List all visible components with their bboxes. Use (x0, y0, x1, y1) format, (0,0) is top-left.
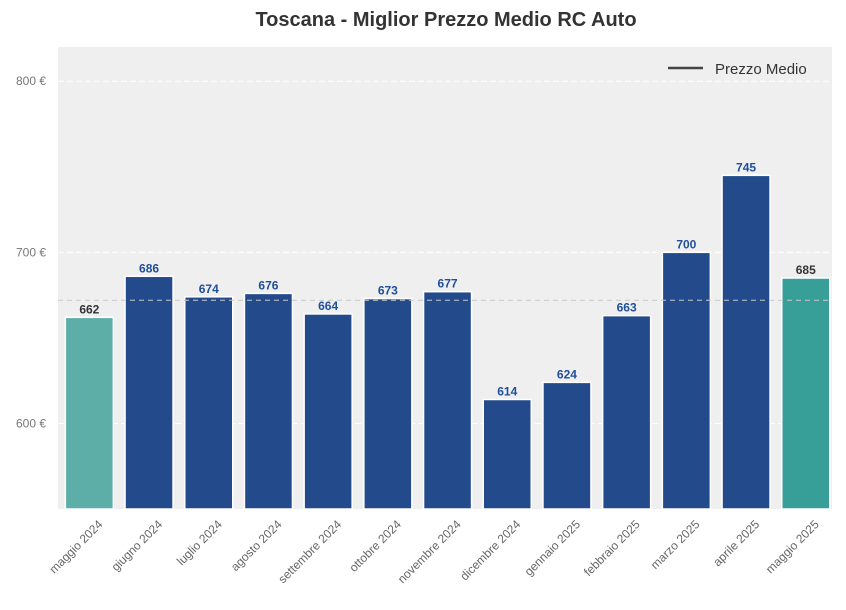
x-tick-label: febbraio 2025 (581, 517, 643, 579)
data-label: 677 (438, 277, 458, 291)
bar (363, 297, 413, 510)
data-label: 662 (79, 302, 99, 316)
bar (661, 251, 712, 510)
x-tick-label: marzo 2025 (648, 517, 703, 572)
x-tick-label: dicembre 2024 (457, 517, 523, 583)
x-tick-label: ottobre 2024 (346, 517, 404, 575)
data-label: 685 (796, 263, 816, 277)
bar (721, 174, 771, 510)
bar (303, 313, 353, 510)
y-tick-label: 600 € (16, 416, 46, 430)
x-tick-label: luglio 2024 (174, 517, 225, 568)
x-tick-label: aprile 2025 (710, 517, 762, 569)
data-labels: 662 686 674 676 664 673 677 614 624 663 700 745 685 (79, 160, 816, 398)
bar (482, 398, 532, 510)
data-label: 676 (258, 278, 278, 292)
x-tick-label: novembre 2024 (395, 517, 464, 586)
x-tick-label: giugno 2024 (109, 517, 166, 574)
x-axis: maggio 2024 giugno 2024 luglio 2024 agosto … (47, 517, 823, 586)
x-tick-label: gennaio 2025 (522, 517, 584, 579)
legend-label: Prezzo Medio (715, 61, 807, 78)
x-tick-label: maggio 2025 (763, 517, 822, 576)
y-axis: 600 € 700 € 800 € (16, 74, 46, 430)
data-label: 686 (139, 261, 159, 275)
x-tick-label: maggio 2024 (47, 517, 106, 576)
bars (64, 174, 831, 510)
data-label: 664 (318, 299, 338, 313)
bar (243, 292, 294, 510)
data-label: 614 (497, 384, 517, 398)
bar (184, 296, 234, 510)
bar (542, 381, 592, 510)
bar (422, 290, 473, 510)
legend: Prezzo Medio (668, 61, 807, 78)
y-tick-label: 700 € (16, 245, 46, 259)
bar (64, 316, 115, 510)
bar (781, 277, 831, 510)
bar (601, 314, 652, 510)
data-label: 700 (676, 237, 696, 251)
data-label: 745 (736, 160, 756, 174)
y-tick-label: 800 € (16, 74, 46, 88)
bar (124, 275, 174, 510)
x-tick-label: settembre 2024 (275, 517, 344, 586)
data-label: 663 (617, 301, 637, 315)
data-label: 624 (557, 367, 577, 381)
x-tick-label: agosto 2024 (228, 517, 285, 574)
chart-title: Toscana - Miglior Prezzo Medio RC Auto (255, 9, 636, 31)
data-label: 673 (378, 284, 398, 298)
data-label: 674 (199, 282, 219, 296)
